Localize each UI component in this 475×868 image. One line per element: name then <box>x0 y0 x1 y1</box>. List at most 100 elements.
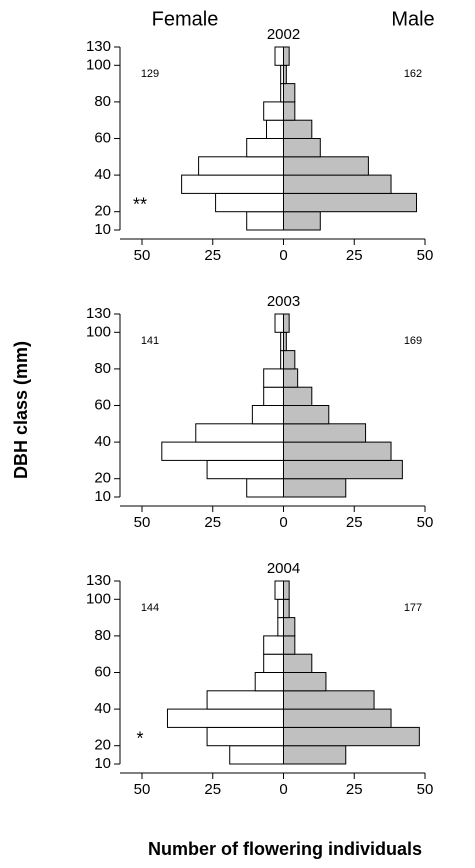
y-tick-label: 10 <box>94 221 111 238</box>
male-bar <box>283 598 290 619</box>
male-bar <box>283 386 313 407</box>
x-tick-label: 50 <box>134 247 151 264</box>
panel-title: 2002 <box>267 26 300 43</box>
x-tick-label: 50 <box>417 514 434 531</box>
female-bar <box>266 119 284 139</box>
male-bar <box>283 653 313 674</box>
x-tick-label: 0 <box>279 247 287 264</box>
y-tick-label: 10 <box>94 488 111 505</box>
male-bar <box>283 423 367 443</box>
female-bar <box>246 211 285 231</box>
y-tick-label: 10 <box>94 755 111 772</box>
female-bar <box>263 635 285 655</box>
x-axis-label: Number of flowering individuals <box>148 839 422 859</box>
y-tick-label: 20 <box>94 737 111 754</box>
female-bar <box>263 386 285 407</box>
female-bar <box>263 101 285 121</box>
y-tick-label: 130 <box>86 572 111 589</box>
male-bar <box>283 580 290 600</box>
male-bar <box>283 119 313 139</box>
x-tick-label: 25 <box>204 781 221 798</box>
female-bar <box>246 138 285 158</box>
y-tick-label: 40 <box>94 433 111 450</box>
female-bar <box>274 46 285 66</box>
male-bar <box>283 192 418 213</box>
female-bar <box>274 313 285 333</box>
x-tick-label: 50 <box>417 247 434 264</box>
male-bar <box>283 405 330 425</box>
x-tick-label: 25 <box>204 514 221 531</box>
y-axis-label: DBH class (mm) <box>11 341 31 479</box>
panel-title: 2003 <box>267 293 300 310</box>
female-bar <box>277 617 284 637</box>
female-bar <box>195 423 285 443</box>
female-bar <box>215 192 284 213</box>
x-tick-label: 0 <box>279 781 287 798</box>
male-total: 162 <box>404 68 422 80</box>
female-bar <box>166 708 284 728</box>
male-bar <box>283 726 420 747</box>
male-bar <box>283 138 321 158</box>
y-tick-label: 80 <box>94 93 111 110</box>
male-bar <box>283 331 287 352</box>
y-tick-label: 100 <box>86 323 111 340</box>
x-tick-label: 50 <box>417 781 434 798</box>
male-bar <box>283 690 375 710</box>
male-bar <box>283 672 327 692</box>
male-bar <box>283 350 296 370</box>
male-header: Male <box>391 8 434 30</box>
male-bar <box>283 617 296 637</box>
y-tick-label: 20 <box>94 470 111 487</box>
y-tick-label: 60 <box>94 663 111 680</box>
y-tick-label: 60 <box>94 396 111 413</box>
y-tick-label: 130 <box>86 305 111 322</box>
female-bar <box>206 690 284 710</box>
x-tick-label: 50 <box>134 781 151 798</box>
female-bar <box>161 441 284 461</box>
male-bar <box>283 174 392 194</box>
male-bar <box>283 368 299 388</box>
y-tick-label: 20 <box>94 203 111 220</box>
panel-title: 2004 <box>267 560 300 577</box>
female-bar <box>274 580 285 600</box>
female-bar <box>206 726 284 747</box>
female-total: 141 <box>141 335 159 347</box>
male-bar <box>283 101 296 121</box>
female-bar <box>251 405 284 425</box>
female-total: 144 <box>141 602 159 614</box>
female-header: Female <box>152 8 219 30</box>
female-bar <box>181 174 284 194</box>
female-bar <box>229 745 284 765</box>
male-bar <box>283 46 290 66</box>
male-bar <box>283 156 369 176</box>
male-bar <box>283 459 403 480</box>
y-tick-label: 40 <box>94 700 111 717</box>
x-tick-label: 0 <box>279 514 287 531</box>
y-tick-label: 60 <box>94 129 111 146</box>
male-total: 169 <box>404 335 422 347</box>
female-bar <box>254 672 284 692</box>
male-bar <box>283 64 287 85</box>
significance: * <box>136 728 143 748</box>
male-bar <box>283 211 321 231</box>
female-bar <box>246 478 285 498</box>
x-tick-label: 25 <box>346 247 363 264</box>
female-total: 129 <box>141 68 159 80</box>
female-bar <box>198 156 285 176</box>
y-tick-label: 100 <box>86 590 111 607</box>
male-bar <box>283 635 296 655</box>
significance: ** <box>133 194 147 214</box>
female-bar <box>263 653 285 674</box>
x-tick-label: 50 <box>134 514 151 531</box>
female-bar <box>206 459 284 480</box>
male-bar <box>283 478 347 498</box>
x-tick-label: 25 <box>204 247 221 264</box>
male-bar <box>283 745 347 765</box>
y-tick-label: 40 <box>94 166 111 183</box>
x-tick-label: 25 <box>346 781 363 798</box>
y-tick-label: 80 <box>94 627 111 644</box>
male-bar <box>283 313 290 333</box>
y-tick-label: 100 <box>86 56 111 73</box>
female-bar <box>277 598 284 619</box>
